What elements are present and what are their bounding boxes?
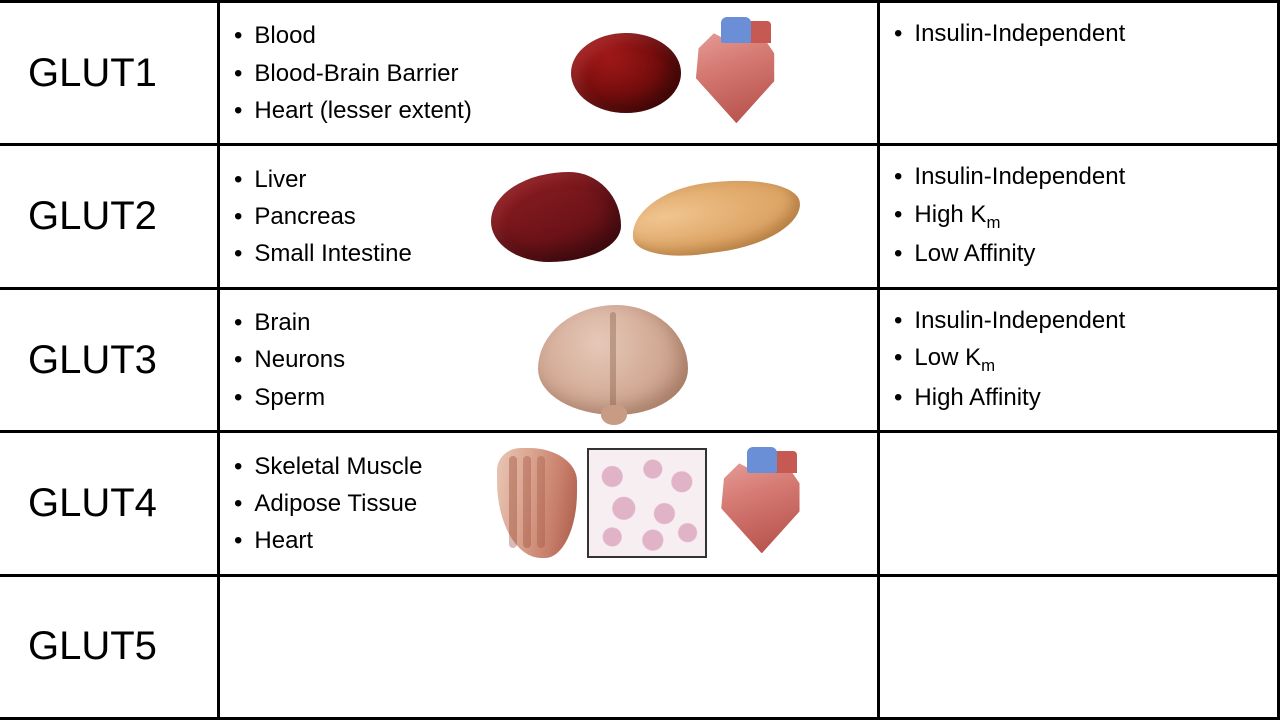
properties-list: Insulin-IndependentLow KmHigh Affinity: [894, 302, 1125, 416]
illustrations: [490, 23, 863, 123]
location-item: Blood-Brain Barrier: [234, 55, 472, 92]
red-blood-cell-icon: [571, 33, 681, 113]
transporter-name: GLUT1: [0, 3, 220, 143]
locations-list: Skeletal MuscleAdipose TissueHeart: [234, 448, 422, 560]
adipose-tissue-icon: [587, 448, 707, 558]
locations-cell: LiverPancreasSmall Intestine: [220, 146, 880, 286]
locations-list: BloodBlood-Brain BarrierHeart (lesser ex…: [234, 17, 472, 129]
glut-transporters-table: GLUT1BloodBlood-Brain BarrierHeart (less…: [0, 0, 1280, 720]
location-item: Skeletal Muscle: [234, 448, 422, 485]
transporter-name: GLUT2: [0, 146, 220, 286]
table-row: GLUT4Skeletal MuscleAdipose TissueHeart: [0, 433, 1280, 576]
transporter-name: GLUT5: [0, 577, 220, 717]
locations-cell: BloodBlood-Brain BarrierHeart (lesser ex…: [220, 3, 880, 143]
table-row: GLUT3BrainNeuronsSpermInsulin-Independen…: [0, 290, 1280, 433]
location-item: Pancreas: [234, 198, 412, 235]
locations-list: BrainNeuronsSperm: [234, 304, 345, 416]
liver-icon: [491, 172, 621, 262]
location-item: Neurons: [234, 341, 345, 378]
brain-icon: [538, 305, 688, 415]
location-item: Sperm: [234, 379, 345, 416]
transporter-name: GLUT4: [0, 433, 220, 573]
location-item: Adipose Tissue: [234, 485, 422, 522]
table-row: GLUT1BloodBlood-Brain BarrierHeart (less…: [0, 0, 1280, 146]
heart-icon: [691, 23, 781, 123]
locations-cell: Skeletal MuscleAdipose TissueHeart: [220, 433, 880, 573]
property-item: Insulin-Independent: [894, 158, 1125, 195]
illustrations: [440, 448, 863, 558]
illustrations: [363, 305, 863, 415]
property-item: High Affinity: [894, 379, 1125, 416]
properties-cell: Insulin-IndependentLow KmHigh Affinity: [880, 290, 1280, 430]
pancreas-icon: [627, 170, 805, 263]
location-item: Heart (lesser extent): [234, 92, 472, 129]
properties-cell: Insulin-IndependentHigh KmLow Affinity: [880, 146, 1280, 286]
location-item: Liver: [234, 161, 412, 198]
location-item: Brain: [234, 304, 345, 341]
properties-list: Insulin-Independent: [894, 15, 1125, 52]
locations-cell: BrainNeuronsSperm: [220, 290, 880, 430]
location-item: Blood: [234, 17, 472, 54]
locations-list: LiverPancreasSmall Intestine: [234, 161, 412, 273]
properties-cell: Insulin-Independent: [880, 3, 1280, 143]
illustrations: [430, 172, 863, 262]
property-item: Low Km: [894, 339, 1125, 379]
property-item: High Km: [894, 196, 1125, 236]
properties-list: Insulin-IndependentHigh KmLow Affinity: [894, 158, 1125, 272]
properties-cell: [880, 577, 1280, 717]
properties-cell: [880, 433, 1280, 573]
table-row: GLUT2LiverPancreasSmall IntestineInsulin…: [0, 146, 1280, 289]
property-item: Low Affinity: [894, 235, 1125, 272]
location-item: Small Intestine: [234, 235, 412, 272]
property-item: Insulin-Independent: [894, 15, 1125, 52]
table-row: GLUT5: [0, 577, 1280, 720]
locations-cell: [220, 577, 880, 717]
transporter-name: GLUT3: [0, 290, 220, 430]
heart-icon: [717, 453, 807, 553]
muscle-icon: [497, 448, 577, 558]
location-item: Heart: [234, 522, 422, 559]
property-item: Insulin-Independent: [894, 302, 1125, 339]
